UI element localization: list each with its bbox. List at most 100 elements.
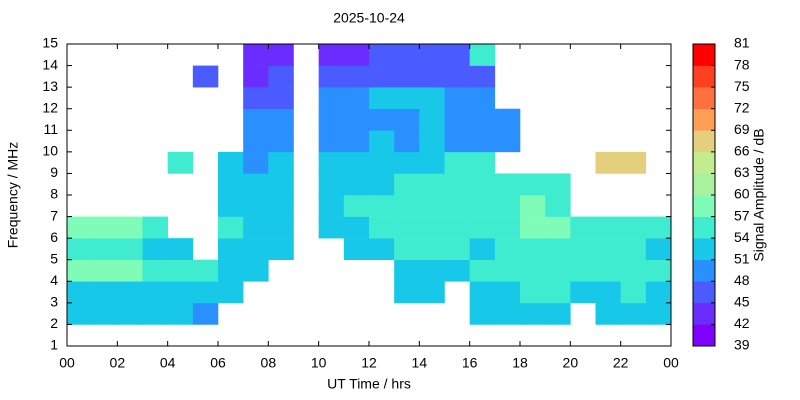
heatmap-cell xyxy=(343,151,370,174)
y-tick-label: 4 xyxy=(50,272,58,288)
heatmap-cell xyxy=(545,259,571,282)
heatmap-cell xyxy=(268,238,294,261)
heatmap-cell xyxy=(218,173,244,196)
heatmap-cell xyxy=(394,238,420,261)
y-tick-label: 5 xyxy=(50,250,58,266)
heatmap-cell xyxy=(167,281,194,304)
heatmap-cell xyxy=(444,87,470,110)
heatmap-cell xyxy=(318,108,345,131)
y-tick-label: 3 xyxy=(50,294,58,310)
heatmap-cell xyxy=(545,281,571,304)
colorbar-segment xyxy=(693,87,715,110)
heatmap-cell xyxy=(142,259,168,282)
heatmap-cell xyxy=(469,108,496,131)
heatmap-cell xyxy=(67,259,93,282)
heatmap-cell xyxy=(469,130,496,153)
heatmap-cell xyxy=(469,44,496,66)
heatmap-cell xyxy=(394,259,420,282)
heatmap-cell xyxy=(620,302,647,325)
y-tick-label: 10 xyxy=(42,143,58,159)
heatmap-cell xyxy=(419,44,445,66)
heatmap-cell xyxy=(268,130,294,153)
heatmap-cell xyxy=(243,173,269,196)
heatmap-cell xyxy=(192,65,219,88)
heatmap-cell xyxy=(545,216,571,239)
colorbar-segment xyxy=(693,130,715,153)
heatmap-cell xyxy=(520,281,546,304)
heatmap-cell xyxy=(620,151,647,174)
colorbar-tick-label: 54 xyxy=(734,229,750,245)
heatmap-cell xyxy=(469,195,496,217)
heatmap-cell xyxy=(192,302,219,325)
heatmap-cell xyxy=(570,281,596,304)
heatmap-cell xyxy=(218,151,244,174)
heatmap-cell xyxy=(117,216,143,239)
colorbar-tick-label: 75 xyxy=(734,78,750,94)
heatmap-cell xyxy=(318,216,345,239)
x-tick-label: 08 xyxy=(261,355,277,371)
heatmap-cell xyxy=(595,281,621,304)
heatmap-cell xyxy=(218,216,244,239)
heatmap-cell xyxy=(67,216,93,239)
heatmap-cell xyxy=(394,216,420,239)
heatmap-cell xyxy=(469,65,496,88)
heatmap-cell xyxy=(243,259,269,282)
colorbar-tick-label: 57 xyxy=(734,207,750,223)
heatmap-cell xyxy=(520,173,546,196)
heatmap-cell xyxy=(243,238,269,261)
heatmap-cell xyxy=(218,238,244,261)
heatmap-cell xyxy=(620,281,647,304)
y-tick-label: 1 xyxy=(50,337,58,353)
heatmap-cell xyxy=(142,216,168,239)
colorbar-segment xyxy=(693,281,715,304)
heatmap-cell xyxy=(520,259,546,282)
heatmap-cell xyxy=(268,65,294,88)
colorbar-tick-label: 60 xyxy=(734,186,750,202)
heatmap-cell xyxy=(419,259,445,282)
y-tick-label: 8 xyxy=(50,186,58,202)
heatmap-cell xyxy=(520,302,546,325)
heatmap-cell xyxy=(494,259,521,282)
chart-title: 2025-10-24 xyxy=(333,10,405,26)
heatmap-cell xyxy=(218,281,244,304)
heatmap-cell xyxy=(394,173,420,196)
heatmap-cell xyxy=(419,108,445,131)
heatmap-cell xyxy=(394,281,420,304)
heatmap-cell xyxy=(570,238,596,261)
colorbar-segment xyxy=(693,324,715,347)
colorbar-tick-label: 69 xyxy=(734,121,750,137)
heatmap-cell xyxy=(419,173,445,196)
colorbar-tick-label: 72 xyxy=(734,99,750,115)
colorbar-tick-label: 81 xyxy=(734,35,750,51)
heatmap-cell xyxy=(142,238,168,261)
heatmap-cell xyxy=(318,151,345,174)
heatmap-cell xyxy=(545,173,571,196)
heatmap-cell xyxy=(268,87,294,110)
heatmap-cell xyxy=(545,302,571,325)
heatmap-cell xyxy=(369,108,395,131)
heatmap-cell xyxy=(444,216,470,239)
heatmap-cell xyxy=(620,259,647,282)
colorbar-tick-label: 66 xyxy=(734,143,750,159)
heatmap-cell xyxy=(142,302,168,325)
heatmap-cell xyxy=(218,195,244,217)
heatmap-cell xyxy=(419,281,445,304)
heatmap-cell xyxy=(243,130,269,153)
heatmap-cell xyxy=(369,87,395,110)
heatmap-cell xyxy=(545,238,571,261)
heatmap-cell xyxy=(167,259,194,282)
heatmap-cell xyxy=(192,259,219,282)
heatmap-cell xyxy=(268,195,294,217)
heatmap-cell xyxy=(268,108,294,131)
y-tick-label: 12 xyxy=(42,99,58,115)
heatmap-cell xyxy=(494,108,521,131)
heatmap-cell xyxy=(444,108,470,131)
heatmap-cell xyxy=(67,302,93,325)
heatmap-cell xyxy=(343,130,370,153)
x-tick-label: 20 xyxy=(563,355,579,371)
x-tick-label: 00 xyxy=(663,355,679,371)
heatmap-cell xyxy=(570,216,596,239)
heatmap-cell xyxy=(620,216,647,239)
heatmap-cell xyxy=(343,173,370,196)
heatmap-cell xyxy=(469,151,496,174)
